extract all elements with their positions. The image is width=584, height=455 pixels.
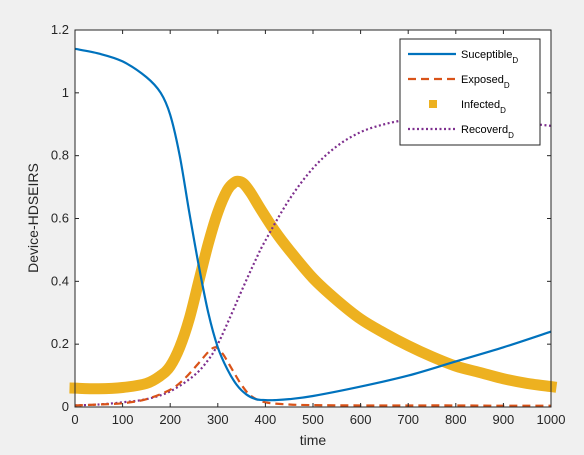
y-tick-label: 0 [62, 399, 69, 414]
x-tick-label: 1000 [537, 412, 566, 427]
y-tick-label: 1.2 [51, 22, 69, 37]
legend-item: SuceptibleD [408, 49, 518, 65]
x-tick-label: 0 [71, 412, 78, 427]
legend-box [399, 38, 541, 146]
legend-label: ExposedD [461, 74, 510, 90]
y-tick-label: 0.2 [51, 336, 69, 351]
legend-label: SuceptibleD [461, 49, 518, 65]
x-tick-label: 400 [255, 412, 277, 427]
y-tick-label: 0.8 [51, 148, 69, 163]
series-infected-line [69, 175, 558, 395]
x-tick-label: 800 [445, 412, 467, 427]
legend-item: ExposedD [408, 74, 510, 90]
x-tick-label: 600 [350, 412, 372, 427]
y-tick-label: 0.6 [51, 211, 69, 226]
series-exposed-line [74, 346, 552, 407]
series-suceptible-line [74, 47, 552, 402]
x-tick-label: 300 [207, 412, 229, 427]
x-tick-label: 200 [159, 412, 181, 427]
legend-item: InfectedD [429, 99, 506, 115]
x-tick-label: 100 [112, 412, 134, 427]
axis-ticks-group: 0 100 200 300 400 500 600 700 800 900 1000 0 0.2 0.4 0… [51, 22, 566, 427]
y-tick-label: 1 [62, 85, 69, 100]
legend: SuceptibleD ExposedD InfectedD RecoverdD [399, 38, 541, 146]
x-tick-label: 900 [493, 412, 515, 427]
y-tick-label: 0.4 [51, 273, 69, 288]
y-axis-label: Device-HDSEIRS [25, 163, 41, 273]
legend-label: InfectedD [461, 99, 506, 115]
x-tick-label: 500 [302, 412, 324, 427]
legend-marker [429, 100, 437, 108]
legend-item: RecoverdD [408, 124, 514, 140]
x-axis-label: time [300, 432, 327, 448]
x-tick-label: 700 [397, 412, 419, 427]
legend-label: RecoverdD [461, 124, 514, 140]
